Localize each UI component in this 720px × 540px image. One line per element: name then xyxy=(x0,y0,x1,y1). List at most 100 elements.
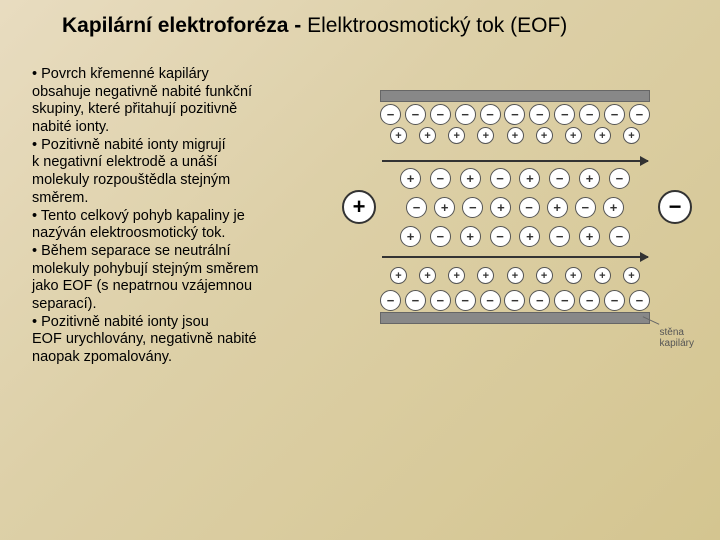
cation-icon: + xyxy=(490,197,511,218)
anion-icon: − xyxy=(430,104,451,125)
anion-icon: − xyxy=(609,226,630,247)
bullet-line: • Pozitivně nabité ionty jsou xyxy=(32,314,342,332)
cation-icon: + xyxy=(400,168,421,189)
anion-icon: − xyxy=(554,290,575,311)
anion-icon: − xyxy=(504,104,525,125)
cation-icon: + xyxy=(507,267,524,284)
anion-icon: − xyxy=(529,290,550,311)
cation-icon: + xyxy=(579,226,600,247)
anion-icon: − xyxy=(629,290,650,311)
ion-row: −+−+−+−+ xyxy=(406,197,624,218)
cation-icon: + xyxy=(594,127,611,144)
anion-icon: − xyxy=(529,104,550,125)
anion-icon: − xyxy=(430,168,451,189)
ion-row: −−−−−−−−−−− xyxy=(380,104,650,125)
cation-icon: + xyxy=(536,127,553,144)
ion-row: +−+−+−+− xyxy=(400,226,630,247)
anion-icon: − xyxy=(430,290,451,311)
bullet-line: separací). xyxy=(32,296,342,314)
cation-icon: + xyxy=(390,267,407,284)
eof-diagram: −−−−−−−−−−− +++++++++ +−+−+−+− −+−+−+−+ … xyxy=(350,72,690,362)
cation-icon: + xyxy=(623,127,640,144)
flow-arrow xyxy=(382,160,648,162)
anion-icon: − xyxy=(455,290,476,311)
cation-icon: + xyxy=(536,267,553,284)
cation-icon: + xyxy=(390,127,407,144)
bullet-line: • Během separace se neutrální xyxy=(32,243,342,261)
cation-icon: + xyxy=(434,197,455,218)
bullet-line: naopak zpomalovány. xyxy=(32,349,342,367)
title-rest: Elelktroosmotický tok (EOF) xyxy=(307,14,567,37)
anion-icon: − xyxy=(490,168,511,189)
bullet-line: skupiny, které přitahují pozitivně xyxy=(32,101,342,119)
bullet-line: • Povrch křemenné kapiláry xyxy=(32,66,342,84)
anion-icon: − xyxy=(604,290,625,311)
electrode-positive: + xyxy=(342,190,376,224)
anion-icon: − xyxy=(504,290,525,311)
title-bold: Kapilární elektroforéza - xyxy=(62,14,307,37)
ion-row: + + + + + + + + + xyxy=(390,267,640,284)
bullet-line: k negativní elektrodě a unáší xyxy=(32,154,342,172)
slide-title: Kapilární elektroforéza - Elelktroosmoti… xyxy=(0,0,720,38)
cation-icon: + xyxy=(400,226,421,247)
ion-row: +−+−+−+− xyxy=(400,168,630,189)
anion-icon: − xyxy=(490,226,511,247)
bullet-line: • Tento celkový pohyb kapaliny je xyxy=(32,208,342,226)
anion-icon: − xyxy=(604,104,625,125)
anion-icon: − xyxy=(629,104,650,125)
anion-icon: − xyxy=(549,168,570,189)
cation-icon: + xyxy=(519,226,540,247)
bullet-line: molekuly rozpouštědla stejným xyxy=(32,172,342,190)
bullet-line: obsahuje negativně nabité funkční xyxy=(32,84,342,102)
cation-icon: + xyxy=(565,267,582,284)
bullet-line: nabité ionty. xyxy=(32,119,342,137)
cation-icon: + xyxy=(579,168,600,189)
diagram-container: −−−−−−−−−−− +++++++++ +−+−+−+− −+−+−+−+ … xyxy=(342,66,702,367)
anion-icon: − xyxy=(579,290,600,311)
bullet-list: • Povrch křemenné kapiláryobsahuje negat… xyxy=(32,66,342,367)
ion-row: + + + + + + + + + xyxy=(390,127,640,144)
anion-icon: − xyxy=(405,104,426,125)
electrode-negative: − xyxy=(658,190,692,224)
anion-icon: − xyxy=(462,197,483,218)
anion-icon: − xyxy=(554,104,575,125)
anion-icon: − xyxy=(579,104,600,125)
content-area: • Povrch křemenné kapiláryobsahuje negat… xyxy=(0,38,720,367)
cation-icon: + xyxy=(603,197,624,218)
anion-icon: − xyxy=(405,290,426,311)
bullet-line: EOF urychlovány, negativně nabité xyxy=(32,331,342,349)
bullet-line: nazýván elektroosmotický tok. xyxy=(32,225,342,243)
cation-icon: + xyxy=(547,197,568,218)
capillary-wall-top xyxy=(380,90,650,102)
cation-icon: + xyxy=(448,267,465,284)
flow-arrow xyxy=(382,256,648,258)
cation-icon: + xyxy=(448,127,465,144)
cation-icon: + xyxy=(507,127,524,144)
cation-icon: + xyxy=(460,168,481,189)
anion-icon: − xyxy=(575,197,596,218)
anion-icon: − xyxy=(519,197,540,218)
wall-label: stěna kapiláry xyxy=(660,327,694,349)
cation-icon: + xyxy=(565,127,582,144)
anion-icon: − xyxy=(406,197,427,218)
anion-icon: − xyxy=(480,104,501,125)
cation-icon: + xyxy=(419,267,436,284)
cation-icon: + xyxy=(594,267,611,284)
anion-icon: − xyxy=(480,290,501,311)
bullet-line: • Pozitivně nabité ionty migrují xyxy=(32,137,342,155)
ion-row: −−−−−−−−−−− xyxy=(380,290,650,311)
cation-icon: + xyxy=(477,267,494,284)
anion-icon: − xyxy=(380,290,401,311)
cation-icon: + xyxy=(419,127,436,144)
capillary-wall-bottom xyxy=(380,312,650,324)
cation-icon: + xyxy=(460,226,481,247)
anion-icon: − xyxy=(455,104,476,125)
cation-icon: + xyxy=(477,127,494,144)
anion-icon: − xyxy=(609,168,630,189)
cation-icon: + xyxy=(623,267,640,284)
bullet-line: jako EOF (s nepatrnou vzájemnou xyxy=(32,278,342,296)
anion-icon: − xyxy=(549,226,570,247)
bullet-line: molekuly pohybují stejným směrem xyxy=(32,261,342,279)
anion-icon: − xyxy=(380,104,401,125)
bullet-line: směrem. xyxy=(32,190,342,208)
